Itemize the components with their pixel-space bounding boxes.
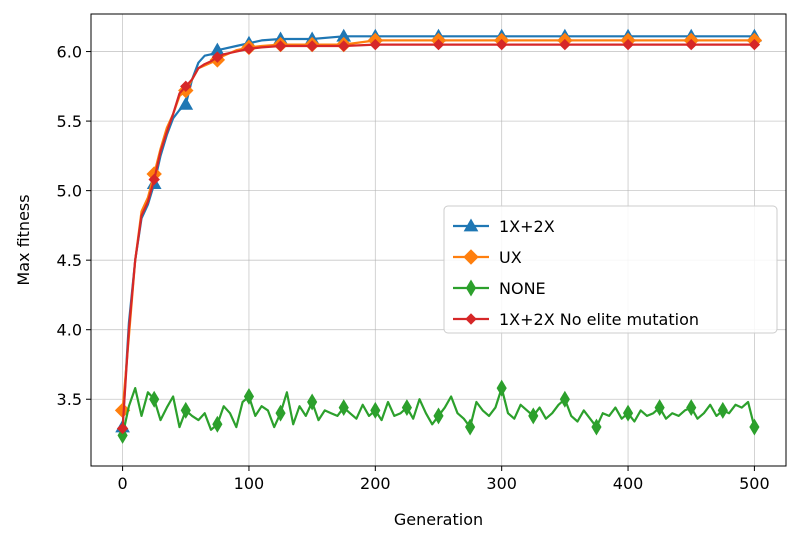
- thin-diamond-marker: [717, 401, 728, 419]
- x-tick-label: 0: [117, 474, 127, 493]
- small-diamond-marker: [243, 43, 255, 55]
- y-tick-label: 4.0: [57, 321, 82, 340]
- x-tick-label: 500: [739, 474, 770, 493]
- thin-diamond-marker: [370, 401, 381, 419]
- small-diamond-marker: [432, 38, 445, 51]
- legend-entry: 1X+2X No elite mutation: [453, 310, 699, 329]
- thin-diamond-marker: [433, 407, 444, 425]
- small-diamond-marker: [559, 38, 571, 51]
- thin-diamond-marker: [496, 379, 507, 397]
- triangle-marker: [463, 218, 479, 232]
- small-diamond-marker: [685, 38, 697, 51]
- small-diamond-marker: [274, 40, 287, 52]
- y-tick-label: 3.5: [57, 390, 82, 409]
- series-group: [117, 379, 760, 444]
- series-group: [116, 38, 761, 435]
- y-axis-label: Max fitness: [14, 194, 33, 285]
- x-tick-label: 300: [486, 474, 517, 493]
- legend-entry: UX: [453, 248, 522, 267]
- small-diamond-marker: [748, 38, 761, 51]
- small-diamond-marker: [211, 51, 224, 63]
- legend-entry: NONE: [453, 279, 546, 298]
- thin-diamond-marker: [622, 404, 634, 422]
- legend-label: 1X+2X: [499, 217, 555, 236]
- small-diamond-marker: [306, 40, 318, 52]
- grid: [91, 14, 786, 466]
- thin-diamond-marker: [528, 407, 539, 425]
- thin-diamond-marker: [686, 399, 697, 417]
- legend-label: UX: [499, 248, 522, 267]
- small-diamond-marker: [465, 313, 477, 325]
- small-diamond-marker: [495, 38, 508, 51]
- small-diamond-marker: [180, 80, 192, 93]
- thin-diamond-marker: [338, 399, 349, 417]
- thin-diamond-marker: [401, 399, 412, 417]
- legend-label: NONE: [499, 279, 546, 298]
- thin-diamond-marker: [465, 279, 477, 297]
- y-tick-label: 5.0: [57, 182, 82, 201]
- x-axis-label: Generation: [394, 510, 483, 529]
- thin-diamond-marker: [654, 399, 665, 417]
- diamond-marker: [463, 249, 479, 265]
- thin-diamond-marker: [275, 404, 286, 422]
- legend-label: 1X+2X No elite mutation: [499, 310, 699, 329]
- x-tick-label: 200: [360, 474, 391, 493]
- legend-entry: 1X+2X: [453, 217, 555, 236]
- y-tick-label: 6.0: [57, 43, 82, 62]
- legend: 1X+2X UX NONE 1X+2X No elite mutation: [443, 205, 778, 334]
- small-diamond-marker: [622, 38, 634, 51]
- thin-diamond-marker: [749, 418, 760, 436]
- small-diamond-marker: [369, 38, 382, 51]
- thin-diamond-marker: [212, 415, 223, 433]
- small-diamond-marker: [338, 40, 350, 52]
- thin-diamond-marker: [591, 418, 602, 436]
- y-tick-label: 4.5: [57, 251, 82, 270]
- y-tick-label: 5.5: [57, 112, 82, 131]
- thin-diamond-marker: [180, 401, 191, 419]
- axes: 0 100 200 300 400 500 3.5 4.0 4.5 5.0 5.5 6.0: [57, 13, 787, 493]
- thin-diamond-marker: [149, 390, 160, 408]
- series-layer: [114, 28, 763, 444]
- small-diamond-marker: [116, 422, 129, 435]
- x-tick-label: 100: [234, 474, 265, 493]
- thin-diamond-marker: [243, 387, 255, 405]
- legend-box: [443, 205, 778, 334]
- triangle-marker: [178, 96, 194, 110]
- thin-diamond-marker: [559, 390, 570, 408]
- x-tick-label: 400: [613, 474, 644, 493]
- plot-frame: [90, 13, 787, 467]
- thin-diamond-marker: [465, 418, 476, 436]
- small-diamond-marker: [148, 173, 160, 186]
- thin-diamond-marker: [307, 393, 318, 411]
